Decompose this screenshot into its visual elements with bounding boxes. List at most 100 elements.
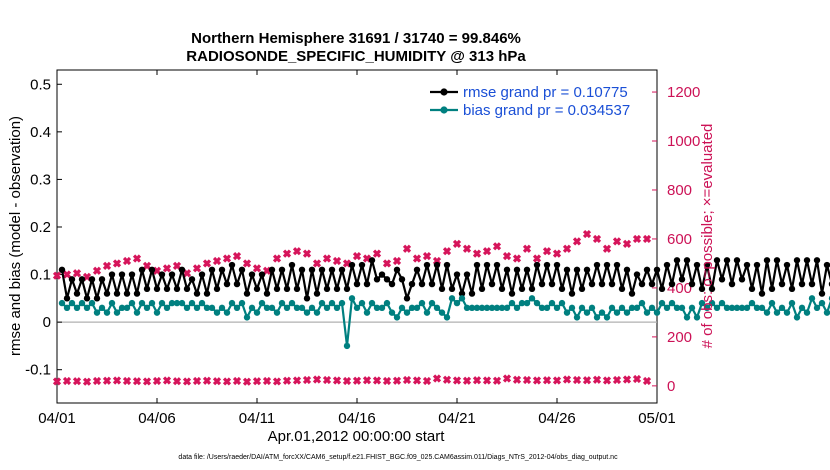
bias-point (698, 299, 706, 307)
obs-evaluated-marker (312, 375, 322, 384)
bias-point (448, 295, 456, 302)
rmse-point (353, 280, 361, 288)
bias-point (218, 304, 226, 312)
rmse-point (813, 257, 821, 264)
rmse-point (463, 271, 471, 278)
bias-point (143, 304, 151, 312)
obs-possible-marker (252, 264, 262, 273)
obs-evaluated-marker (162, 376, 172, 385)
bias-point (303, 309, 311, 316)
rmse-point (743, 261, 751, 269)
obs-possible-marker (512, 254, 522, 263)
rmse-point (603, 261, 611, 269)
y-tick-label: 0.4 (30, 124, 51, 141)
bias-point (673, 304, 681, 312)
rmse-point (443, 261, 451, 269)
rmse-point (143, 285, 151, 293)
obs-possible-marker (372, 249, 382, 258)
obs-evaluated-marker (72, 377, 82, 386)
bias-point (103, 309, 111, 316)
rmse-point (373, 276, 381, 283)
rmse-point (363, 280, 371, 288)
obs-possible-marker (462, 244, 472, 253)
rmse-point (678, 276, 686, 283)
obs-possible-marker (272, 254, 282, 263)
bias-point (498, 304, 506, 312)
rmse-point (148, 266, 156, 273)
rmse-point (818, 290, 826, 297)
bias-point (503, 304, 511, 312)
y-axis-label-right: # of obs: o=possible; ×=evaluated (699, 124, 716, 349)
obs-evaluated-marker (522, 375, 532, 385)
rmse-point (213, 285, 221, 293)
x-axis-label: Apr.01,2012 00:00:00 start (268, 428, 446, 445)
rmse-point (288, 261, 296, 269)
obs-evaluated-marker (182, 377, 192, 386)
bias-point (518, 299, 526, 307)
y-tick-label: 0.1 (30, 267, 51, 284)
bias-point (553, 304, 561, 312)
rmse-point (273, 285, 281, 293)
rmse-point (543, 261, 551, 269)
rmse-point (243, 290, 251, 297)
rmse-point (168, 271, 176, 278)
rmse-point (528, 285, 536, 293)
bias-point (73, 304, 81, 312)
obs-possible-marker (172, 261, 182, 270)
bias-point (338, 299, 346, 307)
rmse-point (708, 285, 716, 293)
rmse-point (728, 280, 736, 288)
obs-possible-marker (202, 259, 212, 268)
bias-point (478, 304, 486, 312)
bias-point (703, 304, 711, 312)
rmse-point (538, 280, 546, 288)
obs-possible-marker (592, 234, 602, 244)
obs-possible-marker (482, 247, 492, 256)
obs-evaluated-marker (632, 374, 642, 384)
bias-point (343, 342, 351, 350)
obs-possible-marker (532, 254, 542, 263)
bias-point (628, 304, 636, 312)
obs-evaluated-marker (642, 376, 652, 386)
bias-point (463, 304, 471, 312)
obs-evaluated-marker (342, 376, 352, 386)
y-right-tick-label: 1000 (667, 133, 700, 150)
bias-point (238, 299, 246, 307)
obs-possible-marker (622, 239, 632, 248)
y-right-tick-label: 600 (667, 231, 692, 248)
rmse-point (328, 266, 336, 273)
bias-point (818, 299, 826, 307)
x-tick-label: 04/11 (239, 410, 275, 427)
rmse-point (663, 261, 671, 269)
bias-point (793, 314, 801, 321)
legend-label-rmse: rmse grand pr = 0.10775 (463, 84, 628, 101)
obs-evaluated-marker (202, 376, 212, 385)
bias-point (203, 304, 211, 312)
rmse-point (218, 266, 226, 273)
obs-evaluated-marker (152, 376, 162, 386)
rmse-point (428, 280, 436, 288)
rmse-point (308, 266, 316, 273)
bias-point (173, 299, 181, 307)
rmse-point (153, 285, 161, 293)
bias-point (298, 304, 306, 312)
obs-evaluated-marker (362, 376, 372, 385)
bias-point (373, 304, 381, 312)
rmse-point (713, 257, 721, 264)
y-right-tick-label: 200 (667, 329, 692, 346)
bias-point (148, 299, 156, 307)
bias-point (588, 304, 596, 312)
rmse-point (448, 285, 456, 293)
bias-point (378, 304, 386, 312)
rmse-point (748, 285, 756, 293)
rmse-point (158, 271, 166, 278)
obs-possible-marker (352, 251, 362, 261)
bias-point (483, 304, 491, 312)
rmse-point (563, 266, 571, 273)
obs-possible-marker (392, 256, 402, 266)
legend-marker-bias (440, 106, 448, 114)
obs-evaluated-marker (52, 377, 62, 386)
legend-marker-rmse (440, 88, 448, 96)
obs-possible-marker (602, 244, 612, 253)
rmse-point (278, 266, 286, 273)
